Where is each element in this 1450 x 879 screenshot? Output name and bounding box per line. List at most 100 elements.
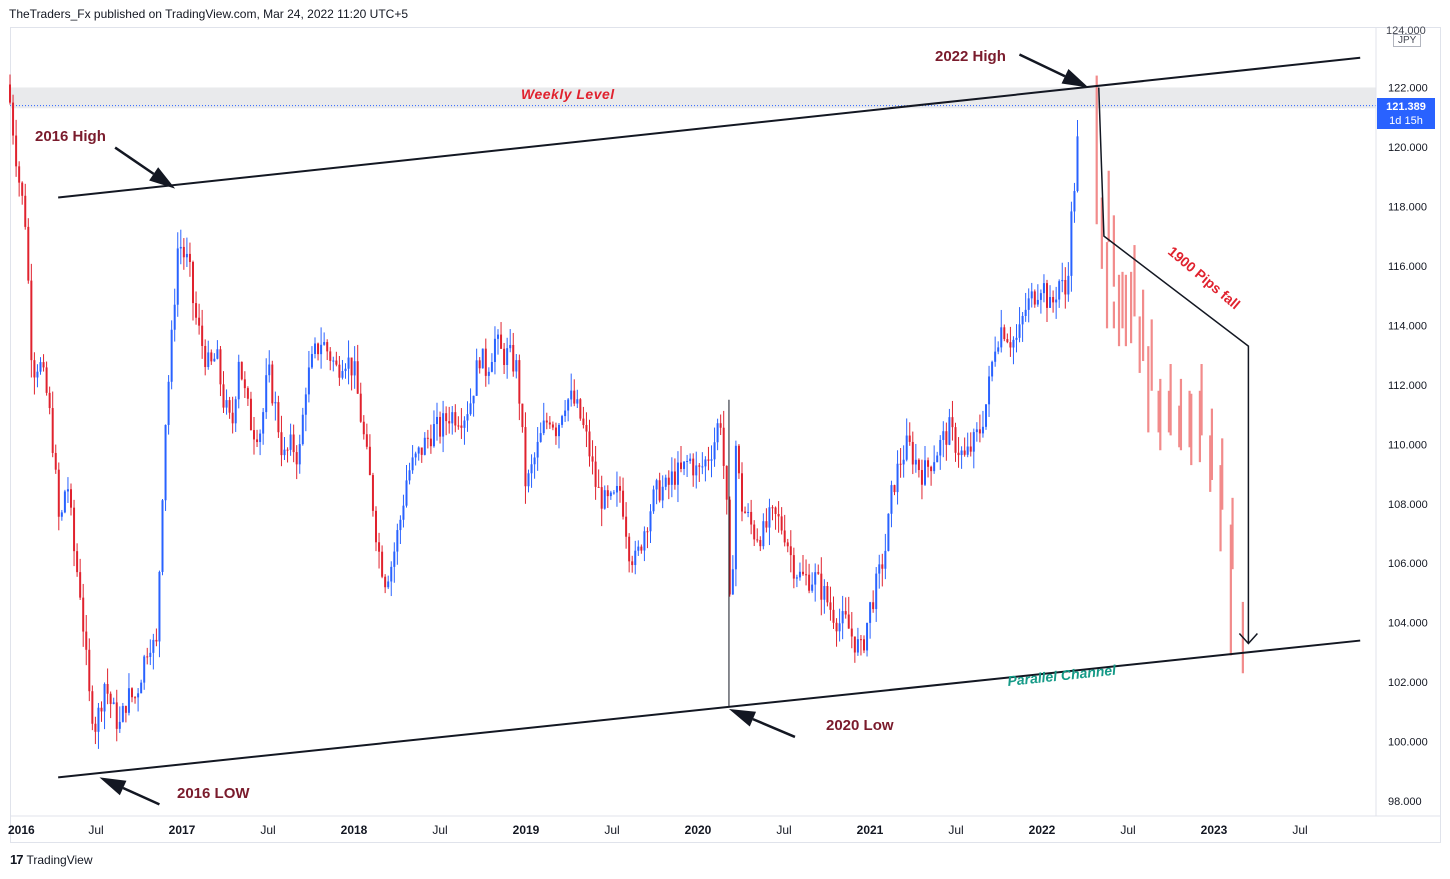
candle-body — [634, 550, 637, 566]
candle-body — [460, 425, 463, 428]
time-axis-label: Jul — [604, 823, 619, 837]
candle-body — [924, 460, 926, 485]
candle-body — [146, 656, 149, 658]
candle-body — [762, 521, 765, 547]
projection-bar — [1200, 364, 1203, 436]
candle-body — [856, 639, 859, 653]
candle-body — [930, 466, 933, 472]
candle-body — [869, 602, 872, 623]
candle-body — [463, 420, 466, 428]
price-axis-label: 110.000 — [1388, 439, 1427, 451]
candle-body — [304, 394, 307, 415]
candle-body — [780, 516, 783, 531]
candle-body — [1015, 337, 1018, 340]
candle-body — [1076, 136, 1079, 192]
candle-body — [777, 513, 780, 517]
arrow-2020-low-shaft — [752, 717, 796, 739]
candle-body — [850, 628, 853, 637]
candle-body — [420, 447, 423, 455]
candle-body — [204, 345, 207, 368]
projection-bar — [1159, 378, 1162, 451]
candle-body — [936, 455, 939, 463]
chart-frame[interactable] — [10, 27, 1441, 843]
candle-body — [18, 166, 21, 183]
candle-body — [329, 351, 332, 361]
candle-body — [350, 357, 353, 376]
candle-body — [637, 546, 640, 551]
candle-body — [512, 344, 515, 372]
candle-body — [829, 602, 832, 610]
candle-body — [1058, 281, 1061, 300]
candle-body — [161, 500, 164, 572]
candle-body — [411, 457, 414, 471]
candle-body — [710, 459, 713, 461]
candle-body — [1042, 283, 1045, 294]
candle-body — [1027, 298, 1030, 310]
candle-body — [1064, 279, 1067, 295]
candle-body — [664, 477, 667, 487]
candle-body — [140, 682, 143, 694]
candle-body — [716, 423, 719, 443]
candle-body — [737, 445, 740, 474]
candle-body — [283, 449, 286, 456]
candle-body — [515, 360, 518, 372]
candle-body — [878, 564, 881, 574]
projection-bar — [1117, 274, 1121, 347]
time-axis-label: 2021 — [857, 823, 884, 837]
candle-body — [814, 572, 817, 585]
candle-body — [533, 457, 536, 465]
price-axis-label: 116.000 — [1388, 261, 1427, 273]
candle-body — [655, 480, 658, 490]
projection-bar — [1100, 197, 1103, 269]
label-2022-high: 2022 High — [935, 48, 1006, 65]
candle-body — [286, 449, 289, 451]
candle-body — [109, 693, 112, 704]
candle-body — [945, 431, 948, 445]
time-axis-label: 2019 — [513, 823, 540, 837]
candle-body — [582, 418, 585, 426]
candle-body — [853, 636, 856, 653]
candle-body — [192, 262, 194, 304]
candle-body — [314, 343, 316, 354]
candle-body — [262, 412, 265, 434]
candle-body — [118, 721, 121, 729]
candle-body — [103, 684, 106, 712]
candle-body — [622, 490, 625, 517]
candle-body — [487, 371, 490, 376]
projection-bar — [1167, 390, 1171, 433]
currency-label[interactable]: JPY — [1393, 34, 1422, 47]
candle-body — [609, 492, 612, 497]
candle-body — [30, 280, 33, 361]
candle-body — [249, 398, 252, 431]
candle-body — [167, 381, 170, 425]
candle-body — [445, 413, 448, 422]
candle-body — [253, 430, 255, 440]
candle-body — [890, 485, 893, 514]
candle-body — [1046, 283, 1048, 308]
candle-body — [905, 435, 908, 460]
candle-body — [268, 364, 271, 376]
candle-body — [149, 652, 152, 657]
candle-body — [554, 427, 557, 437]
candle-body — [134, 697, 137, 699]
candle-body — [222, 384, 225, 408]
candle-body — [969, 446, 972, 452]
candle-body — [588, 431, 591, 457]
candle-body — [859, 639, 862, 641]
projection-bar — [1147, 346, 1150, 433]
candle-body — [310, 353, 313, 368]
candle-body — [347, 357, 350, 369]
candle-body — [683, 461, 686, 469]
candle-body — [802, 571, 804, 575]
label-weekly-level: Weekly Level — [521, 86, 615, 102]
candle-body — [985, 404, 987, 427]
candle-body — [988, 376, 991, 405]
candle-body — [170, 329, 173, 382]
candle-body — [747, 511, 750, 513]
candle-body — [1036, 299, 1039, 305]
candle-body — [60, 512, 63, 517]
projection-bar — [1112, 215, 1115, 287]
tradingview-brand[interactable]: 17 TradingView — [10, 852, 93, 867]
time-axis-label: Jul — [948, 823, 963, 837]
